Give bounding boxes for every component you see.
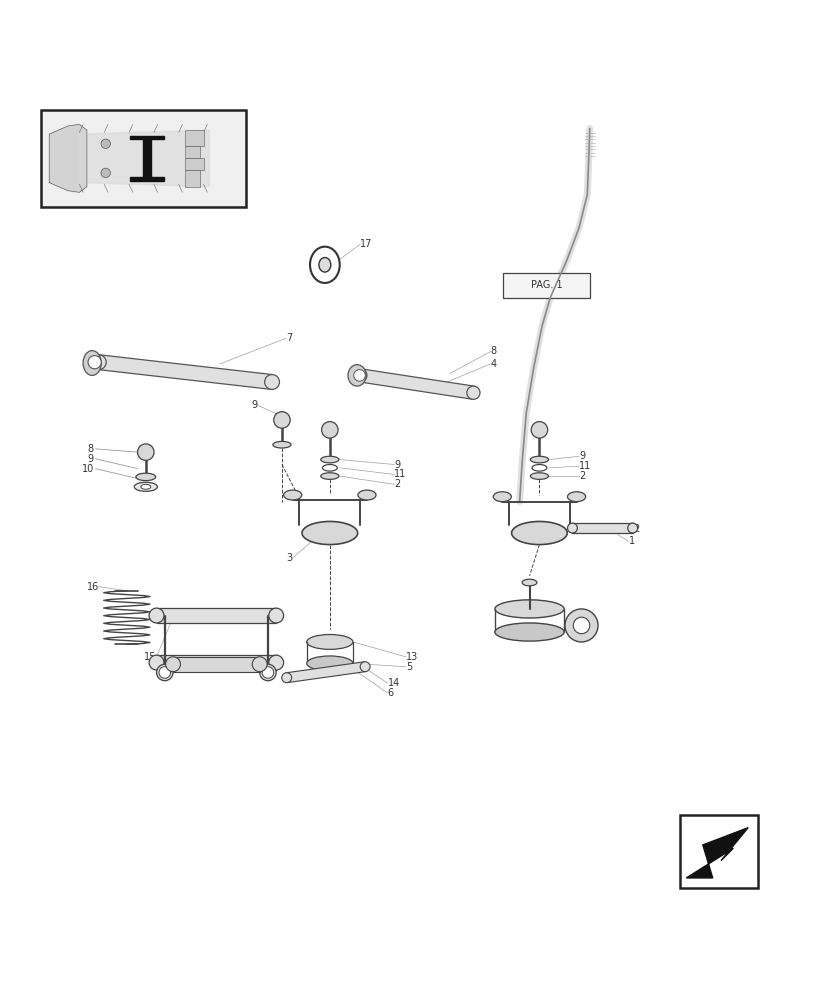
Ellipse shape (156, 664, 173, 681)
Text: 7: 7 (286, 333, 292, 343)
Ellipse shape (309, 247, 339, 283)
Text: 2: 2 (394, 479, 400, 489)
Ellipse shape (302, 521, 357, 545)
Ellipse shape (306, 656, 352, 671)
Ellipse shape (149, 608, 164, 623)
Text: 1: 1 (628, 536, 634, 546)
Text: 17: 17 (360, 239, 372, 249)
Ellipse shape (495, 600, 563, 618)
Polygon shape (359, 369, 474, 399)
Polygon shape (49, 124, 87, 192)
Ellipse shape (269, 655, 284, 670)
Ellipse shape (165, 657, 180, 672)
Ellipse shape (141, 484, 151, 489)
Ellipse shape (495, 623, 563, 641)
Circle shape (531, 422, 547, 438)
Ellipse shape (252, 657, 267, 672)
Ellipse shape (347, 365, 366, 386)
Polygon shape (130, 136, 164, 139)
Bar (41, 110, 246, 207)
Text: 14: 14 (387, 678, 399, 688)
Bar (184, 158, 203, 170)
Ellipse shape (530, 473, 547, 479)
Text: 16: 16 (86, 582, 98, 592)
Text: 8: 8 (490, 346, 496, 356)
Polygon shape (156, 655, 276, 670)
Text: 9: 9 (251, 400, 257, 410)
Circle shape (274, 412, 290, 428)
Circle shape (262, 667, 274, 678)
Ellipse shape (306, 635, 352, 649)
Text: 12: 12 (628, 524, 640, 534)
Ellipse shape (83, 351, 101, 375)
Text: 9: 9 (394, 460, 399, 470)
Circle shape (572, 617, 589, 634)
Ellipse shape (357, 490, 375, 500)
Circle shape (101, 168, 110, 178)
Circle shape (564, 609, 597, 642)
Circle shape (88, 356, 101, 369)
Polygon shape (130, 177, 164, 181)
Ellipse shape (566, 523, 576, 533)
Polygon shape (571, 523, 632, 533)
Ellipse shape (136, 473, 155, 481)
Polygon shape (173, 657, 260, 672)
Ellipse shape (466, 386, 480, 399)
Text: 9: 9 (88, 454, 93, 464)
Ellipse shape (320, 456, 338, 463)
Ellipse shape (265, 375, 280, 389)
Text: 11: 11 (394, 469, 406, 479)
Polygon shape (143, 139, 151, 178)
Ellipse shape (530, 456, 547, 463)
Ellipse shape (273, 441, 290, 448)
Bar (184, 146, 199, 158)
Text: 13: 13 (405, 652, 418, 662)
Ellipse shape (566, 492, 585, 502)
Bar (184, 130, 203, 146)
Polygon shape (79, 130, 209, 187)
Ellipse shape (260, 664, 276, 681)
Ellipse shape (353, 369, 366, 382)
Ellipse shape (320, 473, 338, 479)
Text: 15: 15 (144, 652, 156, 662)
Circle shape (159, 667, 170, 678)
Text: PAG. 1: PAG. 1 (530, 280, 562, 290)
Ellipse shape (318, 258, 331, 272)
Text: 4: 4 (490, 359, 496, 369)
Circle shape (137, 444, 154, 460)
Ellipse shape (281, 673, 291, 683)
Bar (503, 273, 589, 298)
Bar (184, 170, 199, 187)
Text: 11: 11 (578, 461, 590, 471)
Circle shape (353, 370, 365, 381)
Polygon shape (156, 608, 276, 623)
Circle shape (101, 139, 110, 149)
Text: 3: 3 (286, 553, 292, 563)
Ellipse shape (627, 523, 637, 533)
Polygon shape (98, 355, 273, 389)
Text: 10: 10 (82, 464, 93, 474)
Text: 6: 6 (387, 688, 394, 698)
Ellipse shape (134, 482, 157, 491)
Polygon shape (285, 662, 366, 683)
Ellipse shape (511, 521, 566, 545)
Bar (679, 815, 758, 888)
Polygon shape (686, 828, 748, 878)
Ellipse shape (91, 355, 106, 370)
Text: 2: 2 (578, 471, 585, 481)
Ellipse shape (360, 662, 370, 672)
Ellipse shape (284, 490, 301, 500)
Text: 9: 9 (578, 451, 585, 461)
Ellipse shape (149, 655, 164, 670)
Ellipse shape (493, 492, 511, 502)
Ellipse shape (269, 608, 284, 623)
Text: 5: 5 (405, 662, 412, 672)
Text: 8: 8 (88, 444, 93, 454)
Circle shape (321, 422, 337, 438)
Ellipse shape (522, 579, 537, 586)
